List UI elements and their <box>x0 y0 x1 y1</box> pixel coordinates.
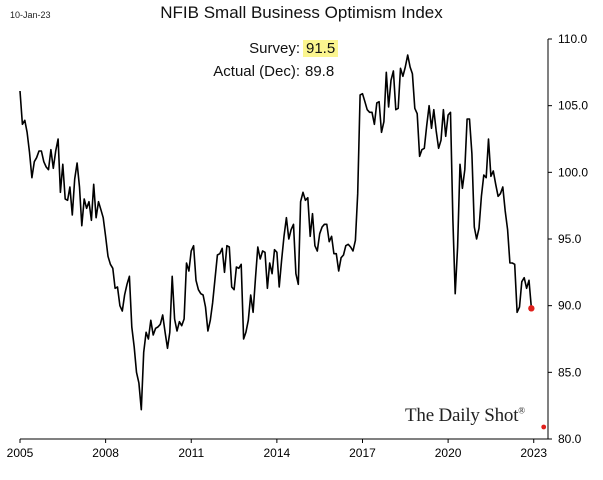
chart-title: NFIB Small Business Optimism Index <box>160 3 443 22</box>
x-tick-label: 2020 <box>435 446 462 460</box>
y-tick-label: 90.0 <box>558 299 582 313</box>
series-layer <box>19 54 547 430</box>
y-tick-label: 95.0 <box>558 232 582 246</box>
x-tick-label: 2005 <box>7 446 34 460</box>
actual-annotation: Actual (Dec): <box>0 63 300 83</box>
y-tick-label: 85.0 <box>558 365 582 379</box>
x-tick-label: 2014 <box>264 446 291 460</box>
survey-value-highlight: 91.5 <box>303 40 339 57</box>
x-tick-label: 2011 <box>178 446 204 460</box>
series-line <box>19 54 533 411</box>
x-tick-label: 2017 <box>349 446 376 460</box>
y-tick-label: 80.0 <box>558 432 582 446</box>
survey-annotation: Survey: <box>0 40 300 60</box>
x-tick-label: 2008 <box>92 446 119 460</box>
brand-red-dot <box>541 424 547 430</box>
last-value-marker <box>528 305 535 312</box>
y-tick-label: 110.0 <box>558 32 587 46</box>
y-tick-label: 105.0 <box>558 99 588 113</box>
chart-axes: 2005 2008 2011 2014 2017 2020 2023 110.0 105.0 10… <box>7 32 589 460</box>
brand-name: The Daily Shot <box>405 405 519 426</box>
brand-registered-mark: ® <box>518 405 525 416</box>
x-tick-label: 2023 <box>520 446 547 460</box>
actual-label: Actual (Dec): <box>213 63 300 80</box>
survey-label: Survey: <box>249 40 300 57</box>
y-tick-label: 100.0 <box>558 165 588 179</box>
brand-logo: The Daily Shot® <box>405 405 525 427</box>
date-stamp: 10-Jan-23 <box>10 10 51 20</box>
actual-value: 89.8 <box>305 63 335 80</box>
